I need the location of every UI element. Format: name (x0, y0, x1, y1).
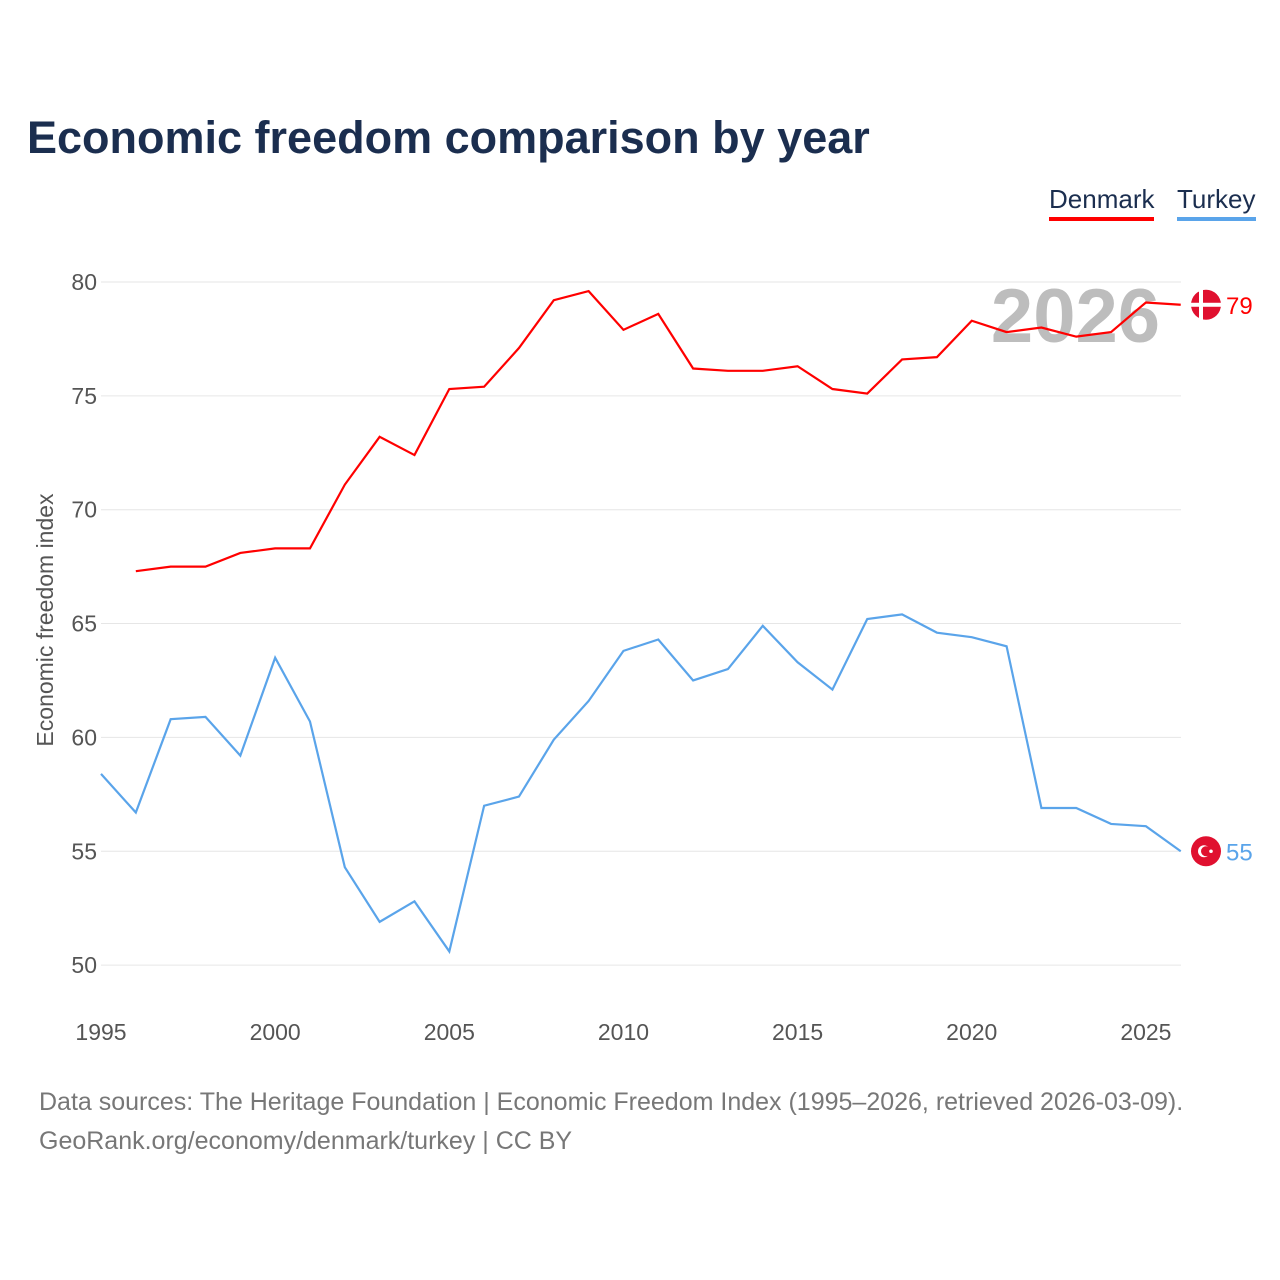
x-tick-label: 2005 (424, 1019, 475, 1045)
x-tick-label: 2025 (1120, 1019, 1171, 1045)
footer-sources: Data sources: The Heritage Foundation | … (39, 1088, 1184, 1116)
footer-credit: GeoRank.org/economy/denmark/turkey | CC … (39, 1127, 573, 1155)
flag-cross (1191, 302, 1221, 307)
x-tick-label: 1995 (75, 1019, 126, 1045)
y-tick-label: 50 (71, 952, 97, 978)
legend-turkey[interactable]: Turkey (1177, 184, 1256, 221)
year-watermark: 2026 (991, 274, 1160, 359)
legend-denmark[interactable]: Denmark (1049, 184, 1155, 221)
y-tick-label: 75 (71, 383, 97, 409)
chart-title: Economic freedom comparison by year (27, 112, 870, 163)
y-tick-label: 65 (71, 611, 97, 637)
series-line-turkey (100, 613, 1182, 955)
flag-star (1209, 849, 1213, 854)
y-tick-label: 60 (71, 724, 97, 750)
y-axis-label: Economic freedom index (32, 493, 58, 747)
end-label-denmark: 79 (1226, 293, 1253, 320)
flag-crescent (1201, 846, 1211, 857)
x-tick-label: 2000 (250, 1019, 301, 1045)
end-label-turkey: 55 (1226, 839, 1253, 866)
y-tick-label: 70 (71, 497, 97, 523)
x-tick-label: 2020 (946, 1019, 997, 1045)
x-tick-label: 2015 (772, 1019, 823, 1045)
x-tick-label: 2010 (598, 1019, 649, 1045)
y-tick-label: 55 (71, 838, 97, 864)
y-tick-label: 80 (71, 269, 97, 295)
series-line-denmark (135, 289, 1181, 573)
